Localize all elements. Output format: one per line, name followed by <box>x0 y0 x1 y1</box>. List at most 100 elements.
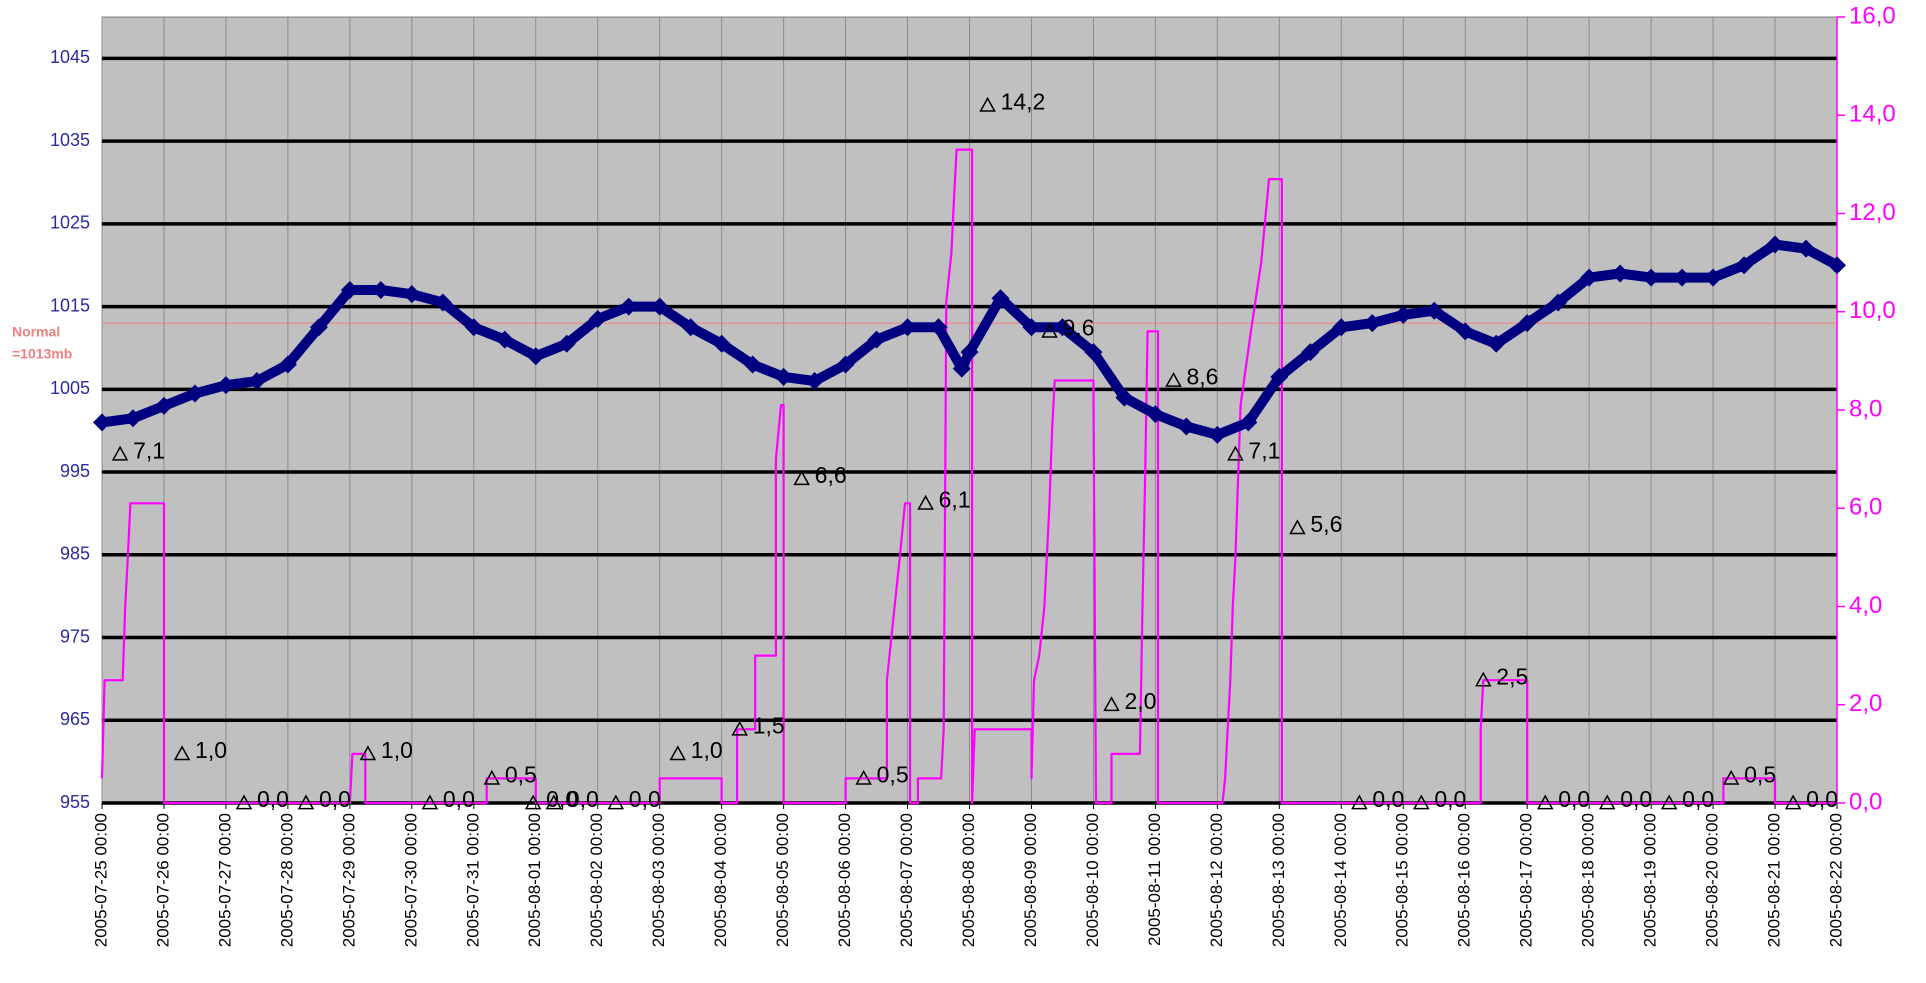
x-tick-label: 2005-08-10 00:00 <box>1083 813 1102 947</box>
data-label: 2,0 <box>1125 688 1157 714</box>
pressure-marker <box>1239 413 1258 432</box>
data-label: 1,5 <box>753 712 785 738</box>
x-tick-label: 2005-08-22 00:00 <box>1826 813 1845 947</box>
daily-total-marker <box>359 745 377 761</box>
pressure-marker <box>1084 343 1103 362</box>
data-label: 0,0 <box>1806 786 1838 812</box>
daily-total-marker <box>1660 794 1678 810</box>
pressure-marker <box>185 384 204 403</box>
pressure-marker <box>650 297 669 316</box>
pressure-marker <box>1673 268 1692 287</box>
y2-tick-label: 2,0 <box>1849 690 1882 717</box>
data-label: 9,6 <box>1063 314 1095 340</box>
pressure-marker <box>1270 367 1289 386</box>
daily-total-marker <box>421 794 439 810</box>
data-label: 0,0 <box>1558 786 1590 812</box>
data-label: 0,0 <box>319 786 351 812</box>
data-label: 0,5 <box>505 762 537 788</box>
x-tick-label: 2005-07-27 00:00 <box>215 813 234 947</box>
x-tick-label: 2005-08-02 00:00 <box>587 813 606 947</box>
pressure-marker <box>952 359 971 378</box>
y2-tick-label: 16,0 <box>1849 2 1896 29</box>
data-label: 1,0 <box>691 737 723 763</box>
data-label: 0,0 <box>629 786 661 812</box>
pressure-marker <box>526 347 545 366</box>
x-tick-label: 2005-08-01 00:00 <box>525 813 544 947</box>
daily-total-marker <box>607 794 625 810</box>
pressure-marker <box>898 318 917 337</box>
data-label: 0,0 <box>443 786 475 812</box>
pressure-marker <box>588 309 607 328</box>
daily-total-marker <box>731 720 748 736</box>
x-tick-label: 2005-07-29 00:00 <box>339 813 358 947</box>
pressure-marker <box>1611 264 1630 283</box>
pressure-marker <box>154 396 173 415</box>
y-tick-label: 995 <box>60 461 90 481</box>
y-tick-label: 985 <box>60 544 90 564</box>
x-tick-label: 2005-08-11 00:00 <box>1145 813 1164 946</box>
pressure-marker <box>123 409 142 428</box>
y-tick-label: 1025 <box>50 213 90 233</box>
pressure-marker <box>433 293 452 312</box>
pressure-marker <box>247 372 266 391</box>
daily-total-marker <box>235 794 253 810</box>
x-tick-label: 2005-08-19 00:00 <box>1641 813 1660 947</box>
pressure-marker <box>1363 314 1382 333</box>
daily-total-marker <box>1536 794 1554 810</box>
data-label: 5,6 <box>1310 511 1342 537</box>
data-label: 0,0 <box>257 786 289 812</box>
pressure-marker <box>681 318 700 337</box>
data-label: 7,1 <box>133 437 165 463</box>
x-tick-label: 2005-07-31 00:00 <box>463 813 482 947</box>
daily-total-marker <box>1289 519 1306 535</box>
y2-tick-label: 14,0 <box>1849 101 1896 128</box>
y-tick-label: 955 <box>60 792 90 812</box>
daily-total-marker <box>1103 696 1120 712</box>
data-label: 8,6 <box>1186 364 1218 390</box>
x-tick-label: 2005-07-30 00:00 <box>401 813 420 947</box>
pressure-marker <box>216 376 235 395</box>
daily-total-marker <box>855 769 872 785</box>
pressure-marker <box>1580 268 1599 287</box>
y-tick-label: 1045 <box>50 47 90 67</box>
x-tick-label: 2005-08-07 00:00 <box>897 813 916 947</box>
pressure-marker <box>1394 305 1413 324</box>
pressure-marker <box>464 318 483 337</box>
pressure-marker <box>712 334 731 353</box>
daily-total-marker <box>793 470 810 486</box>
pressure-marker <box>743 355 762 374</box>
y2-tick-label: 0,0 <box>1849 788 1882 815</box>
x-tick-label: 2005-08-08 00:00 <box>959 813 978 947</box>
x-tick-label: 2005-08-05 00:00 <box>773 813 792 947</box>
daily-total-marker <box>1475 671 1492 687</box>
pressure-marker <box>1177 417 1196 436</box>
pressure-marker <box>1642 268 1661 287</box>
pressure-marker <box>93 413 111 432</box>
pressure-marker <box>1208 425 1227 444</box>
pressure-marker <box>1425 301 1444 320</box>
pressure-marker <box>495 330 514 349</box>
data-label: 0,0 <box>1682 786 1714 812</box>
pressure-marker <box>1704 268 1723 287</box>
x-tick-label: 2005-08-18 00:00 <box>1579 813 1598 947</box>
pressure-marker <box>1115 388 1134 407</box>
reference-label: Normal <box>12 324 60 340</box>
x-tick-label: 2005-08-17 00:00 <box>1517 813 1536 947</box>
series-line <box>100 148 1837 805</box>
data-label: 6,6 <box>815 462 847 488</box>
x-tick-label: 2005-08-20 00:00 <box>1703 813 1722 947</box>
y2-tick-label: 4,0 <box>1849 592 1882 619</box>
daily-total-marker <box>979 96 996 112</box>
data-label: 1,0 <box>381 737 413 763</box>
daily-total-marker <box>1784 794 1802 810</box>
y-tick-label: 1005 <box>50 378 90 398</box>
series-line <box>101 239 1840 440</box>
reference-label: =1013mb <box>12 346 72 362</box>
data-label: 14,2 <box>1001 89 1046 115</box>
x-tick-label: 2005-08-06 00:00 <box>835 813 854 947</box>
pressure-marker <box>340 281 359 300</box>
pressure-marker <box>1022 318 1041 337</box>
pressure-marker <box>960 343 979 362</box>
data-label: 6,1 <box>939 486 971 512</box>
pressure-marker <box>309 318 328 337</box>
